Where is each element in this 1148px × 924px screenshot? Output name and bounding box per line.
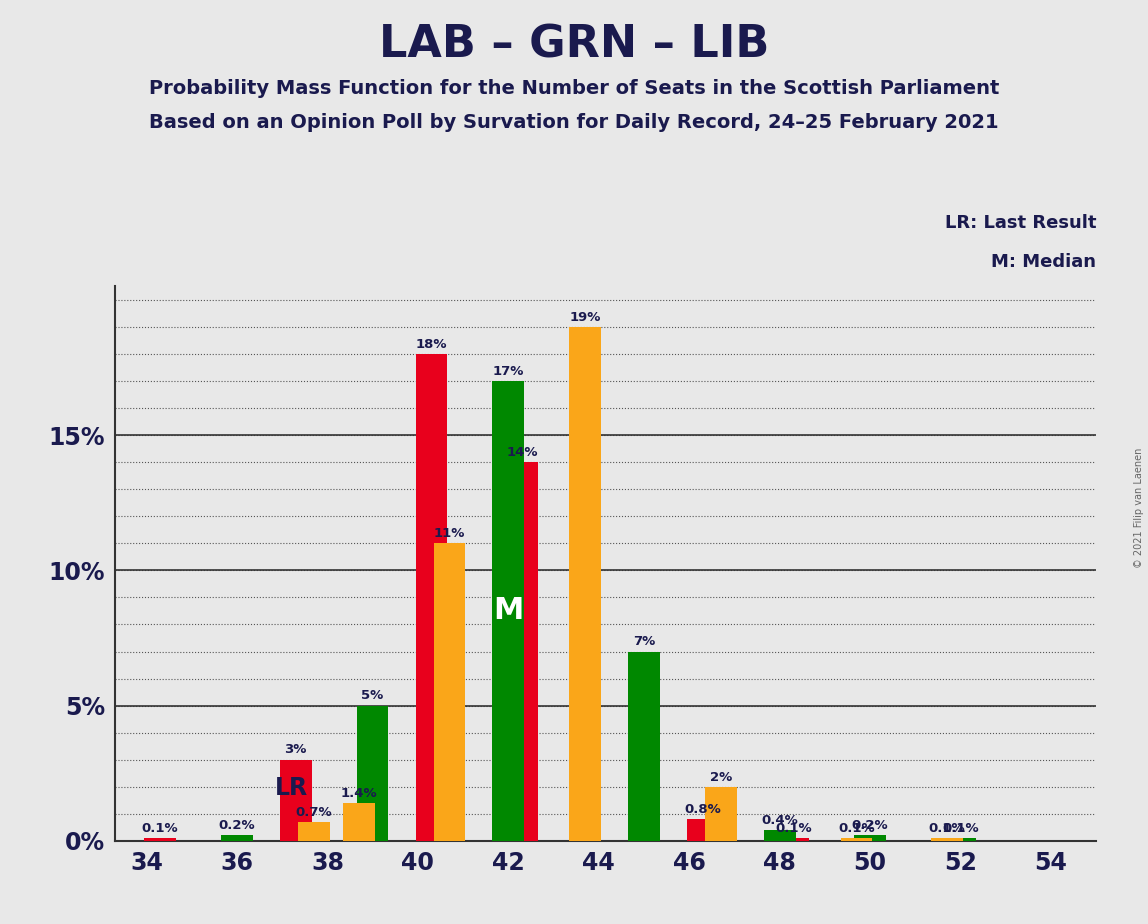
Text: 0.7%: 0.7% bbox=[295, 806, 332, 819]
Bar bbox=[763, 830, 796, 841]
Bar bbox=[854, 835, 886, 841]
Text: 0.1%: 0.1% bbox=[141, 821, 178, 835]
Text: 11%: 11% bbox=[434, 527, 465, 541]
Bar bbox=[506, 462, 537, 841]
Bar bbox=[343, 803, 375, 841]
Text: 19%: 19% bbox=[569, 310, 600, 323]
Text: 0.1%: 0.1% bbox=[838, 821, 875, 835]
Text: 7%: 7% bbox=[633, 636, 656, 649]
Text: 0.4%: 0.4% bbox=[761, 814, 798, 827]
Bar bbox=[840, 838, 872, 841]
Text: 14%: 14% bbox=[506, 446, 537, 459]
Bar bbox=[222, 835, 253, 841]
Bar bbox=[357, 706, 388, 841]
Bar bbox=[945, 838, 977, 841]
Bar bbox=[298, 822, 329, 841]
Text: 3%: 3% bbox=[285, 744, 307, 757]
Text: LR: Last Result: LR: Last Result bbox=[945, 214, 1096, 232]
Text: 0.1%: 0.1% bbox=[929, 821, 965, 835]
Text: Based on an Opinion Poll by Survation for Daily Record, 24–25 February 2021: Based on an Opinion Poll by Survation fo… bbox=[149, 113, 999, 132]
Text: 2%: 2% bbox=[709, 771, 732, 784]
Bar bbox=[687, 820, 719, 841]
Text: 18%: 18% bbox=[416, 338, 448, 351]
Text: 17%: 17% bbox=[492, 365, 523, 378]
Bar bbox=[145, 838, 176, 841]
Bar bbox=[492, 381, 525, 841]
Bar bbox=[569, 327, 602, 841]
Text: 1.4%: 1.4% bbox=[341, 786, 378, 800]
Text: 5%: 5% bbox=[362, 689, 383, 702]
Bar bbox=[931, 838, 963, 841]
Text: M: M bbox=[494, 597, 523, 626]
Text: 0.8%: 0.8% bbox=[684, 803, 721, 816]
Bar bbox=[777, 838, 809, 841]
Text: 0.1%: 0.1% bbox=[775, 821, 812, 835]
Bar bbox=[705, 786, 737, 841]
Text: M: Median: M: Median bbox=[992, 253, 1096, 271]
Text: 0.2%: 0.2% bbox=[852, 820, 889, 833]
Text: © 2021 Filip van Laenen: © 2021 Filip van Laenen bbox=[1134, 448, 1143, 568]
Text: LAB – GRN – LIB: LAB – GRN – LIB bbox=[379, 23, 769, 67]
Text: Probability Mass Function for the Number of Seats in the Scottish Parliament: Probability Mass Function for the Number… bbox=[149, 79, 999, 98]
Bar bbox=[628, 651, 660, 841]
Text: 0.2%: 0.2% bbox=[218, 820, 255, 833]
Text: LR: LR bbox=[276, 776, 309, 800]
Bar bbox=[280, 760, 311, 841]
Text: 0.1%: 0.1% bbox=[943, 821, 979, 835]
Bar bbox=[434, 543, 465, 841]
Bar bbox=[416, 354, 448, 841]
